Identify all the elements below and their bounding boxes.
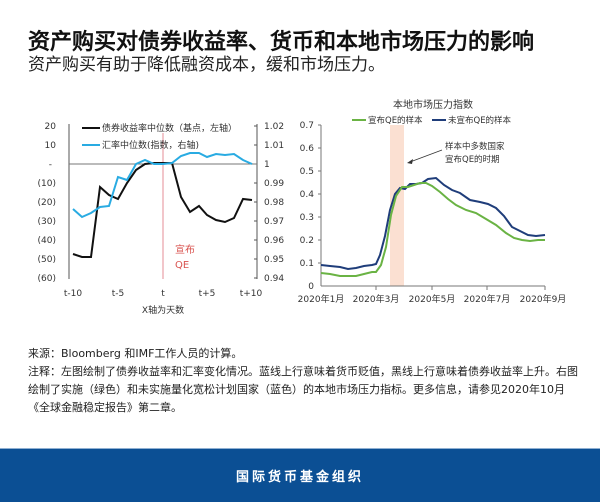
y-right-tick: 0.98 [264, 198, 284, 208]
y-right-tick: 1.01 [264, 141, 284, 151]
y-left-tick: (20) [38, 198, 56, 208]
fx-line [72, 152, 253, 219]
right-chart: 本地市场压力指数 宣布QE的样本 未宣布QE的样本 0.7 0.6 0.5 0.… [298, 98, 567, 305]
y-tick: 0.6 [300, 144, 315, 154]
charts-area: 宣布 QE 20 10 - (10) (20) (30) (40) (50) (… [38, 98, 567, 316]
y-left-tick: (30) [38, 217, 56, 227]
source-note: 来源：Bloomberg 和IMF工作人员的计算。 [28, 347, 243, 360]
x-tick: 2020年5月 [409, 293, 456, 305]
legend-no-qe: 未宣布QE的样本 [448, 115, 512, 126]
legend-qe: 宣布QE的样本 [368, 115, 423, 126]
qe-annotation-line2: QE [175, 260, 189, 271]
y-left-tick: (50) [38, 255, 56, 265]
footer-label: 国际货币基金组织 [235, 470, 364, 485]
band-annotation-line1: 样本中多数国家 [445, 141, 505, 152]
y-right-tick: 0.99 [264, 179, 284, 189]
y-left-tick: (10) [38, 179, 56, 189]
x-tick: 2020年3月 [353, 293, 400, 305]
x-tick: t+10 [240, 289, 263, 299]
qe-annotation-line1: 宣布 [175, 243, 195, 256]
qe-period-band [390, 125, 404, 286]
notes-section: 来源：Bloomberg 和IMF工作人员的计算。 注释：左图绘制了债券收益率和… [28, 345, 578, 417]
page-subtitle: 资产购买有助于降低融资成本，缓和市场压力。 [28, 55, 385, 75]
footer-bar: 国际货币基金组织 [0, 448, 600, 502]
page-title: 资产购买对债券收益率、货币和本地市场压力的影响 [28, 30, 535, 55]
x-tick: 2020年1月 [298, 293, 345, 305]
explanation-note: 注释：左图绘制了债券收益率和汇率变化情况。蓝线上行意味着货币贬值，黑线上行意味着… [28, 365, 578, 414]
y-tick: 0 [308, 282, 314, 292]
x-tick: t-5 [112, 289, 125, 299]
x-tick: 2020年9月 [520, 293, 567, 305]
y-tick: 0.3 [300, 213, 314, 223]
x-tick: t [161, 289, 165, 299]
y-tick: 0.5 [300, 167, 314, 177]
legend-bond-yield: 债券收益率中位数（基点，左轴） [102, 122, 237, 134]
y-left-tick: (60) [38, 274, 56, 284]
x-tick: 2020年7月 [464, 293, 511, 305]
y-left-tick: (40) [38, 236, 56, 246]
left-chart: 宣布 QE 20 10 - (10) (20) (30) (40) (50) (… [38, 122, 285, 316]
y-tick: 0.7 [300, 121, 314, 131]
y-right-tick: 0.94 [264, 274, 284, 284]
legend-fx: 汇率中位数(指数，右轴) [102, 139, 199, 151]
no-qe-line [320, 176, 546, 271]
y-tick: 0.2 [300, 236, 314, 246]
y-right-tick: 1.02 [264, 122, 284, 132]
x-tick: t-10 [64, 289, 83, 299]
y-left-tick: 10 [45, 141, 57, 151]
y-tick: 0.4 [300, 190, 315, 200]
y-tick: 0.1 [300, 259, 314, 269]
y-left-tick: 20 [45, 122, 57, 132]
right-chart-title: 本地市场压力指数 [393, 98, 473, 111]
y-right-tick: 1 [264, 160, 270, 170]
x-axis-label: X轴为天数 [142, 304, 184, 316]
band-annotation-line2: 宣布QE的时期 [445, 154, 500, 165]
y-right-tick: 0.95 [264, 255, 284, 265]
qe-line [320, 182, 545, 277]
y-right-tick: 0.96 [264, 236, 284, 246]
y-right-tick: 0.97 [264, 217, 284, 227]
y-left-tick: - [49, 160, 52, 170]
x-tick: t+5 [199, 289, 216, 299]
